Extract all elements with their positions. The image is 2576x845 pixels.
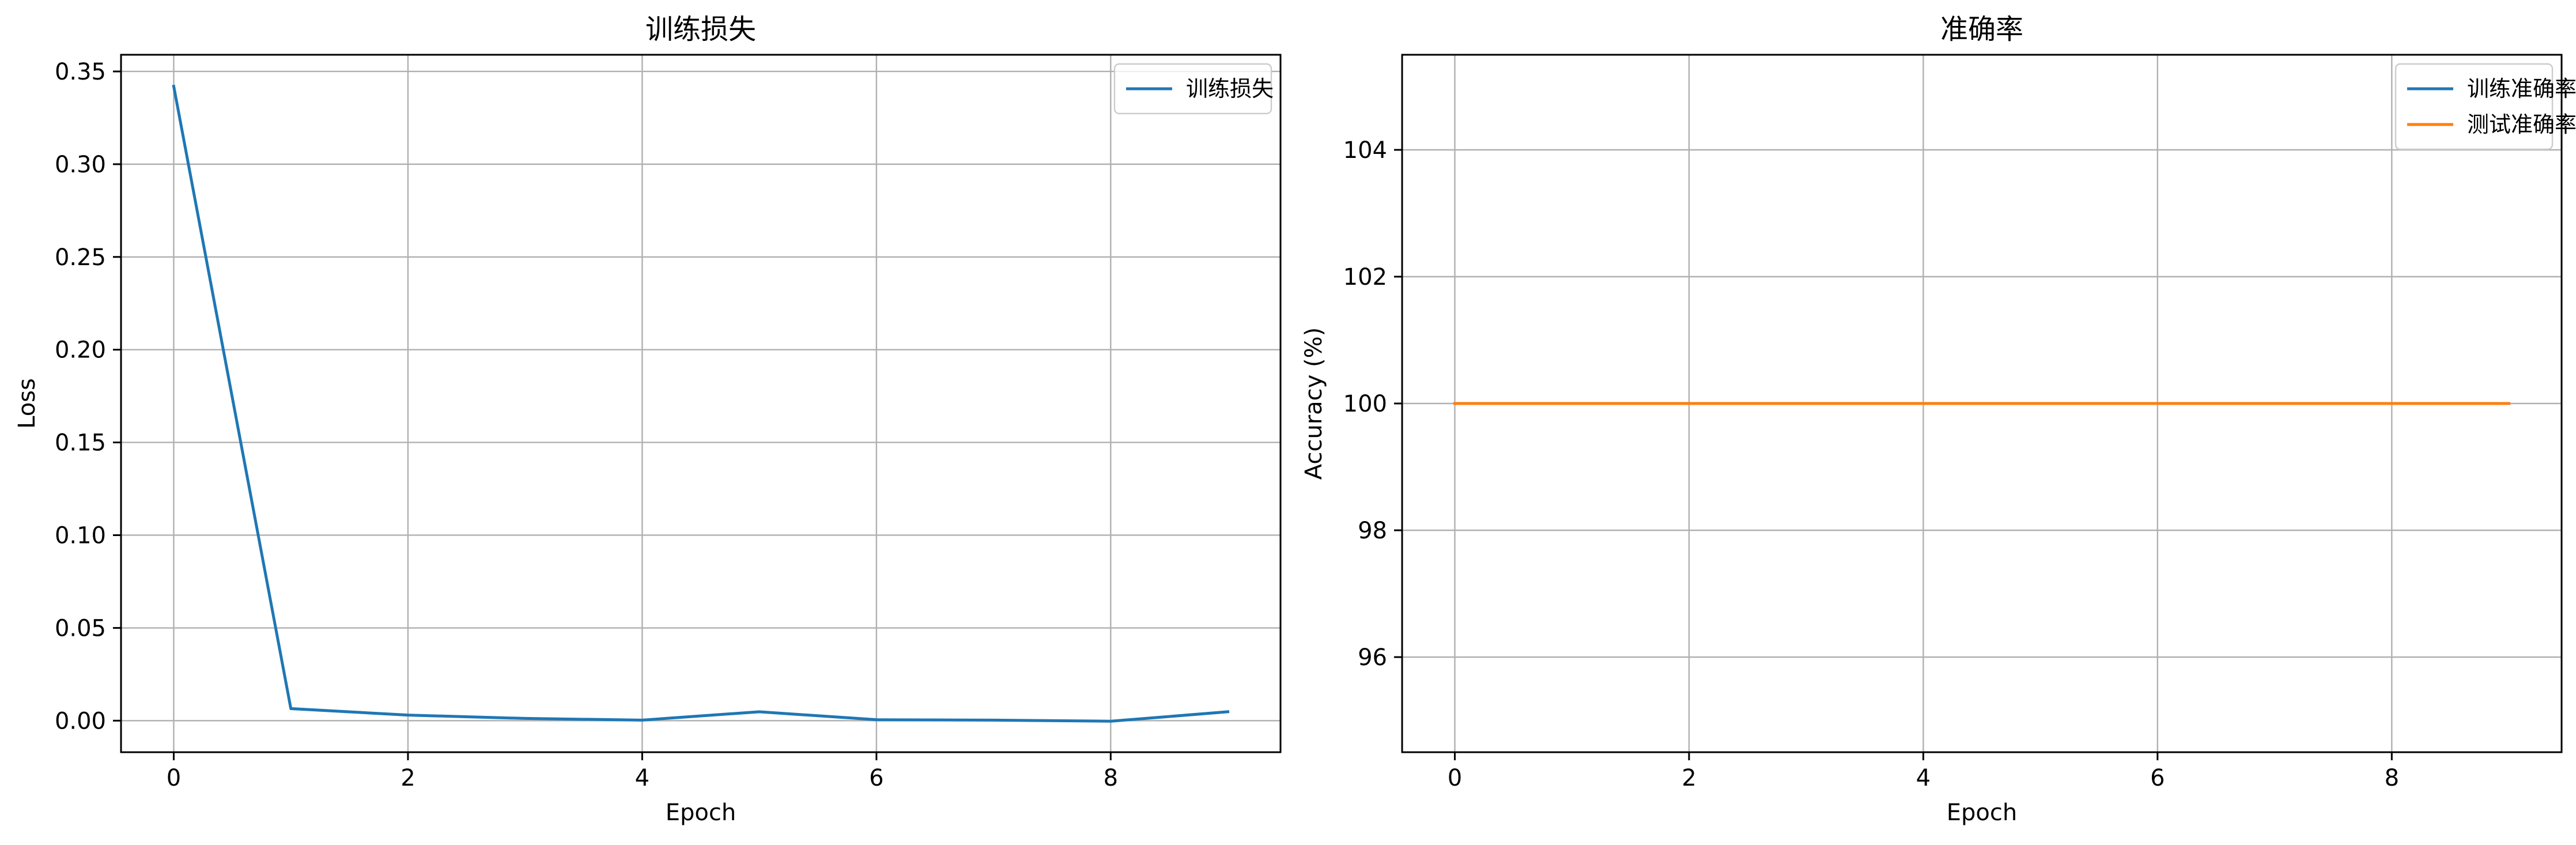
y-ticks: 96 98 100 102 104 [1343, 137, 1402, 671]
y-tick-label: 96 [1358, 644, 1387, 671]
x-axis-label: Epoch [1947, 799, 2017, 826]
y-tick-label: 102 [1343, 264, 1387, 291]
legend-label-1: 测试准确率 [2467, 112, 2576, 137]
legend-label-0: 训练准确率 [2467, 76, 2576, 101]
x-tick-label: 8 [1104, 765, 1118, 791]
x-tick-label: 0 [1448, 765, 1462, 791]
x-tick-label: 6 [869, 765, 883, 791]
x-tick-label: 6 [2150, 765, 2165, 791]
y-axis-label: Accuracy (%) [1301, 327, 1327, 480]
grid [121, 55, 1281, 752]
axes-frame [120, 54, 1282, 753]
series-line-0 [172, 84, 1230, 723]
legend-label-0: 训练损失 [1186, 76, 1274, 101]
x-tick-label: 2 [1682, 765, 1696, 791]
y-tick-label: 104 [1343, 137, 1387, 164]
legend-box [2394, 63, 2554, 150]
y-tick-label: 0.25 [55, 244, 106, 271]
y-tick-label: 100 [1343, 391, 1387, 417]
legend-box [1113, 63, 1272, 115]
legend: 训练损失 [1113, 63, 1274, 115]
accuracy-chart: 0 2 4 6 8 96 98 100 102 104 准确率 Epoch Accuracy (%) 训练… [1301, 13, 2576, 826]
x-tick-label: 0 [167, 765, 181, 791]
chart-title: 准确率 [1940, 13, 2023, 46]
x-ticks: 0 2 4 6 8 [167, 752, 1118, 791]
y-axis-label: Loss [14, 378, 40, 429]
y-tick-label: 0.30 [55, 152, 106, 178]
chart-title: 训练损失 [645, 13, 756, 46]
y-tick-label: 0.00 [55, 708, 106, 734]
series-lines [172, 84, 1230, 723]
x-axis-label: Epoch [666, 799, 736, 826]
y-ticks: 0.00 0.05 0.10 0.15 0.20 0.25 0.30 0.35 [55, 59, 121, 734]
x-ticks: 0 2 4 6 8 [1448, 752, 2399, 791]
y-tick-label: 98 [1358, 518, 1387, 544]
y-tick-label: 0.10 [55, 522, 106, 549]
y-tick-label: 0.05 [55, 615, 106, 642]
x-tick-label: 2 [401, 765, 415, 791]
y-tick-label: 0.20 [55, 337, 106, 364]
x-tick-label: 4 [635, 765, 649, 791]
y-tick-label: 0.15 [55, 430, 106, 457]
loss-chart: 0 2 4 6 8 0.00 0.05 0.10 0.15 0.20 0.25 0.30 0.35 训练损… [14, 13, 1282, 826]
x-tick-label: 8 [2385, 765, 2399, 791]
x-tick-label: 4 [1916, 765, 1931, 791]
y-tick-label: 0.35 [55, 59, 106, 85]
